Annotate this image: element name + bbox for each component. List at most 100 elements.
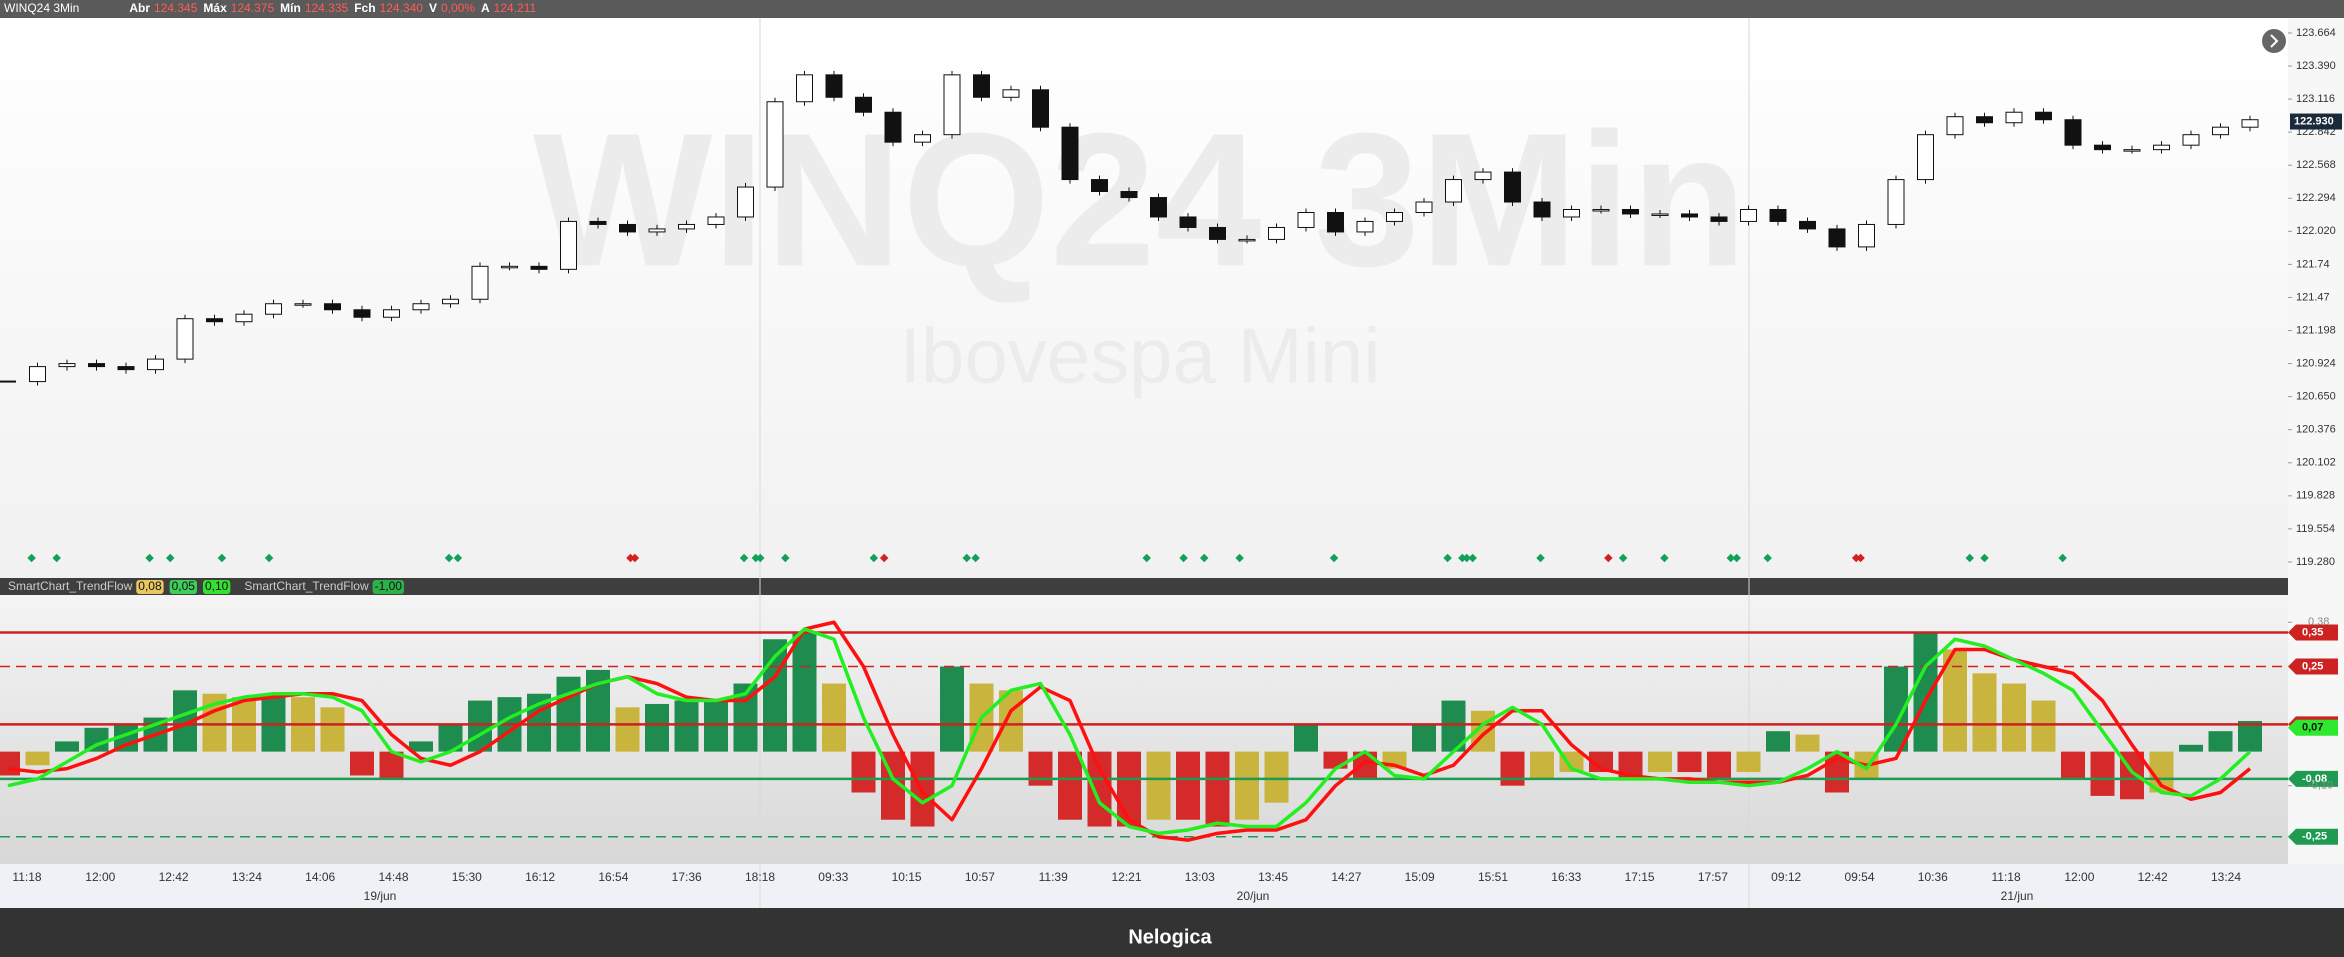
candle: [1179, 216, 1197, 228]
signal: [1604, 553, 1613, 563]
level-tag: [2288, 828, 2338, 845]
candle: [117, 366, 135, 371]
level-label: 0,35: [2302, 626, 2323, 638]
level-label: 0,25: [2302, 660, 2323, 672]
quote-value: 124.335: [305, 1, 349, 15]
candle: [58, 363, 76, 368]
histogram-bar: [615, 707, 640, 752]
histogram-bar: [1412, 724, 1436, 752]
candle: [265, 303, 282, 315]
histogram-bar: [1146, 751, 1171, 820]
scroll-icon: [2270, 34, 2279, 48]
histogram-bar: [1323, 751, 1348, 769]
signal: [1458, 553, 1467, 563]
signal: [879, 553, 889, 563]
candle: [1592, 208, 1610, 212]
candle: [530, 265, 548, 270]
x-tick-label: 10:36: [1918, 870, 1948, 884]
candle: [1917, 134, 1934, 181]
y-tick-label: 121.198: [2296, 324, 2336, 336]
watermark-sub: Ibovespa Mini: [899, 312, 1380, 400]
candle: [206, 318, 223, 323]
histogram-bar: [1294, 724, 1318, 752]
histogram-bar: [1058, 751, 1082, 820]
signal: [1726, 553, 1736, 563]
signal: [1851, 553, 1861, 563]
histogram-bar: [2002, 683, 2026, 752]
quote-label: Fch: [354, 1, 375, 15]
quote-label: A: [481, 1, 490, 15]
date-label: 20/jun: [1237, 889, 1270, 903]
x-tick-label: 17:36: [672, 870, 702, 884]
histogram-bar: [1205, 751, 1230, 827]
signal: [453, 553, 463, 563]
candle: [973, 74, 990, 98]
signal: [751, 553, 761, 563]
signal: [1179, 553, 1188, 563]
x-tick-label: 11:18: [12, 870, 41, 884]
y-tick-label: 0.38: [2308, 616, 2329, 628]
candle: [2064, 119, 2082, 146]
signal: [2058, 553, 2067, 563]
x-tick-label: 18:18: [745, 870, 775, 884]
legend-badge: [202, 580, 231, 594]
quote-value: 124.211: [494, 1, 537, 15]
histogram-bar: [1500, 751, 1525, 786]
candle: [766, 101, 784, 188]
x-tick-label: 13:03: [1185, 870, 1215, 884]
histogram-bar: [1117, 751, 1141, 827]
histogram-bar: [468, 700, 492, 752]
y-tick-label: 121.74: [2296, 258, 2330, 270]
y-tick-label: 119.828: [2296, 490, 2335, 502]
signal: [1462, 553, 1472, 563]
candle: [1976, 116, 1993, 124]
signal: [756, 553, 765, 563]
x-tick-label: 11:39: [1039, 870, 1068, 884]
histogram-bar: [409, 741, 433, 752]
x-tick-label: 09:33: [818, 870, 848, 884]
histogram-bar: [2238, 720, 2262, 752]
x-tick-label: 14:48: [378, 870, 408, 884]
signal: [1763, 553, 1772, 563]
signal: [630, 553, 640, 563]
signal: [1468, 553, 1477, 563]
histogram-bar: [999, 690, 1023, 752]
signal: [264, 553, 274, 563]
symbol: WINQ24 3Min: [4, 1, 79, 15]
signal: [971, 553, 980, 563]
candle: [796, 74, 813, 103]
x-tick-label: 14:06: [305, 870, 335, 884]
level-label: -0,08: [2302, 773, 2327, 785]
histogram-bar: [1707, 751, 1731, 779]
x-tick-label: 15:30: [452, 870, 482, 884]
histogram-bar: [1648, 751, 1672, 773]
histogram-bar: [0, 751, 20, 776]
candle: [589, 220, 607, 225]
candle: [471, 265, 489, 300]
candle: [1533, 201, 1551, 218]
histogram-bar: [84, 727, 109, 752]
candle: [943, 74, 961, 136]
quote-value: 124.340: [380, 1, 424, 15]
signal: [1329, 553, 1339, 563]
signal: [1856, 553, 1865, 563]
histogram-bar: [2090, 751, 2115, 796]
scroll-button[interactable]: [2262, 29, 2286, 53]
histogram-bar: [1028, 751, 1053, 786]
x-tick-label: 12:00: [85, 870, 115, 884]
candle: [1563, 208, 1580, 218]
candle: [884, 111, 902, 143]
quote-label: Abr: [129, 1, 150, 15]
legend-name: SmartChart_TrendFlow: [244, 579, 369, 593]
candle: [1297, 212, 1315, 228]
x-tick-label: 15:51: [1478, 870, 1508, 884]
signal: [962, 553, 971, 563]
x-tick-label: 12:00: [2064, 870, 2094, 884]
indicator-line: [7, 620, 2252, 842]
candle: [442, 298, 459, 305]
signal: [1618, 553, 1628, 563]
candle: [1445, 179, 1462, 203]
candle: [1828, 228, 1846, 248]
